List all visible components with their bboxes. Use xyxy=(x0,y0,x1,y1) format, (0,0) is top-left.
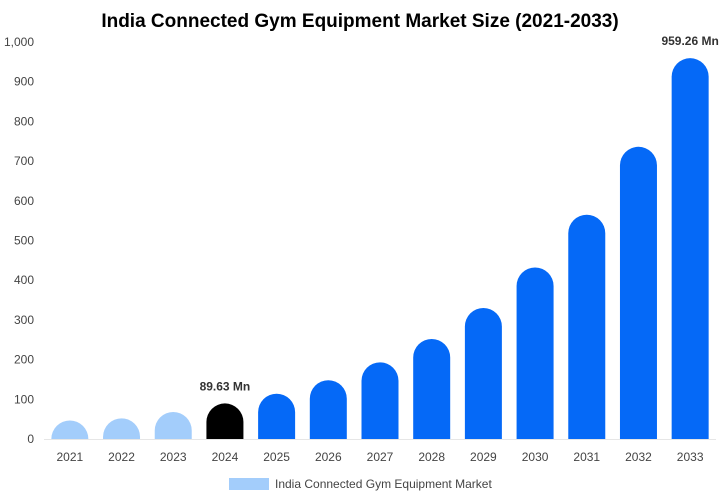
legend-label: India Connected Gym Equipment Market xyxy=(275,477,492,491)
bar-2022[interactable] xyxy=(103,418,141,439)
chart-title: India Connected Gym Equipment Market Siz… xyxy=(101,11,618,32)
x-tick-label: 2029 xyxy=(470,450,497,464)
x-tick-label: 2030 xyxy=(522,450,549,464)
data-label-2024: 89.63 Mn xyxy=(200,379,251,393)
y-tick-label: 0 xyxy=(27,432,34,446)
bar-2027[interactable] xyxy=(361,362,399,439)
x-axis: 2021 2022 2023 2024 2025 2026 2027 2028 2029 2030… xyxy=(44,439,716,464)
y-tick-label: 100 xyxy=(14,392,34,406)
bar-2025[interactable] xyxy=(258,393,296,439)
bar-2033[interactable] xyxy=(671,58,709,440)
y-tick-label: 600 xyxy=(14,194,34,208)
bar-2028[interactable] xyxy=(413,338,451,439)
y-tick-label: 700 xyxy=(14,154,34,168)
y-axis: 0 100 200 300 400 500 600 700 800 900 1,000 xyxy=(4,35,34,446)
legend-swatch xyxy=(229,478,269,490)
bar-2031[interactable] xyxy=(568,214,606,439)
bar-2026[interactable] xyxy=(309,380,347,439)
bar-2024[interactable] xyxy=(206,403,244,439)
x-tick-label: 2024 xyxy=(212,450,239,464)
bar-2021[interactable] xyxy=(51,420,89,439)
data-label-2033: 959.26 Mn xyxy=(661,34,718,48)
y-tick-label: 300 xyxy=(14,313,34,327)
y-tick-label: 1,000 xyxy=(4,35,34,49)
bar-2030[interactable] xyxy=(516,267,554,439)
bar-2029[interactable] xyxy=(464,307,502,439)
y-tick-label: 500 xyxy=(14,234,34,248)
y-tick-label: 800 xyxy=(14,114,34,128)
x-tick-label: 2031 xyxy=(573,450,600,464)
x-tick-label: 2026 xyxy=(315,450,342,464)
x-tick-label: 2027 xyxy=(367,450,394,464)
bars xyxy=(51,58,709,440)
data-labels: 89.63 Mn 959.26 Mn xyxy=(200,34,719,393)
bar-2032[interactable] xyxy=(619,146,657,440)
x-tick-label: 2025 xyxy=(263,450,290,464)
x-tick-label: 2032 xyxy=(625,450,652,464)
x-tick-label: 2022 xyxy=(108,450,135,464)
x-tick-label: 2033 xyxy=(677,450,704,464)
legend[interactable]: India Connected Gym Equipment Market xyxy=(229,477,492,491)
x-tick-label: 2023 xyxy=(160,450,187,464)
y-tick-label: 200 xyxy=(14,353,34,367)
y-tick-label: 400 xyxy=(14,273,34,287)
bar-2023[interactable] xyxy=(154,412,192,439)
x-tick-label: 2021 xyxy=(56,450,83,464)
x-tick-label: 2028 xyxy=(418,450,445,464)
y-tick-label: 900 xyxy=(14,75,34,89)
